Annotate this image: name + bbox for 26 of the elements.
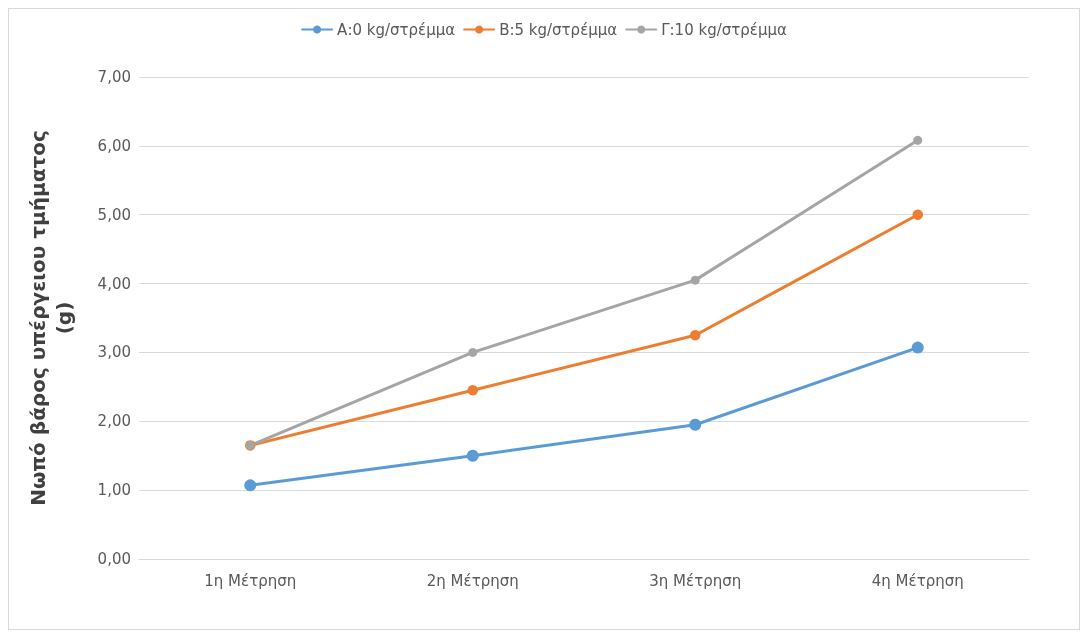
point [690, 275, 700, 285]
x-tick-label: 4η Μέτρηση [871, 571, 964, 590]
y-tick-label: 1,00 [97, 481, 131, 500]
point [912, 209, 923, 220]
point [466, 449, 479, 462]
y-tick-label: 7,00 [97, 68, 131, 86]
y-tick-label: 6,00 [97, 136, 131, 155]
x-tick-label: 1η Μέτρηση [204, 571, 297, 590]
y-tick-label: 4,00 [97, 274, 131, 293]
point [911, 341, 924, 354]
y-tick-label: 0,00 [97, 550, 131, 568]
x-tick-label: 3η Μέτρηση [649, 571, 742, 590]
point [690, 329, 701, 341]
y-tick-label: 3,00 [97, 343, 131, 362]
y-tick-label: 2,00 [97, 412, 131, 431]
y-axis-title: Νωπό βάρος υπέργειου τμήματος (g) [26, 130, 76, 506]
point [913, 135, 923, 145]
legend-label: Β:5 kg/στρέμμα [499, 20, 618, 39]
point [467, 385, 478, 396]
point [244, 479, 257, 492]
legend-label: Γ:10 kg/στρέμμα [661, 20, 787, 39]
point [689, 418, 702, 431]
point [468, 347, 478, 357]
y-tick-label: 5,00 [97, 205, 131, 224]
legend-label: Α:0 kg/στρέμμα [337, 20, 456, 39]
x-tick-label: 2η Μέτρηση [426, 571, 519, 590]
